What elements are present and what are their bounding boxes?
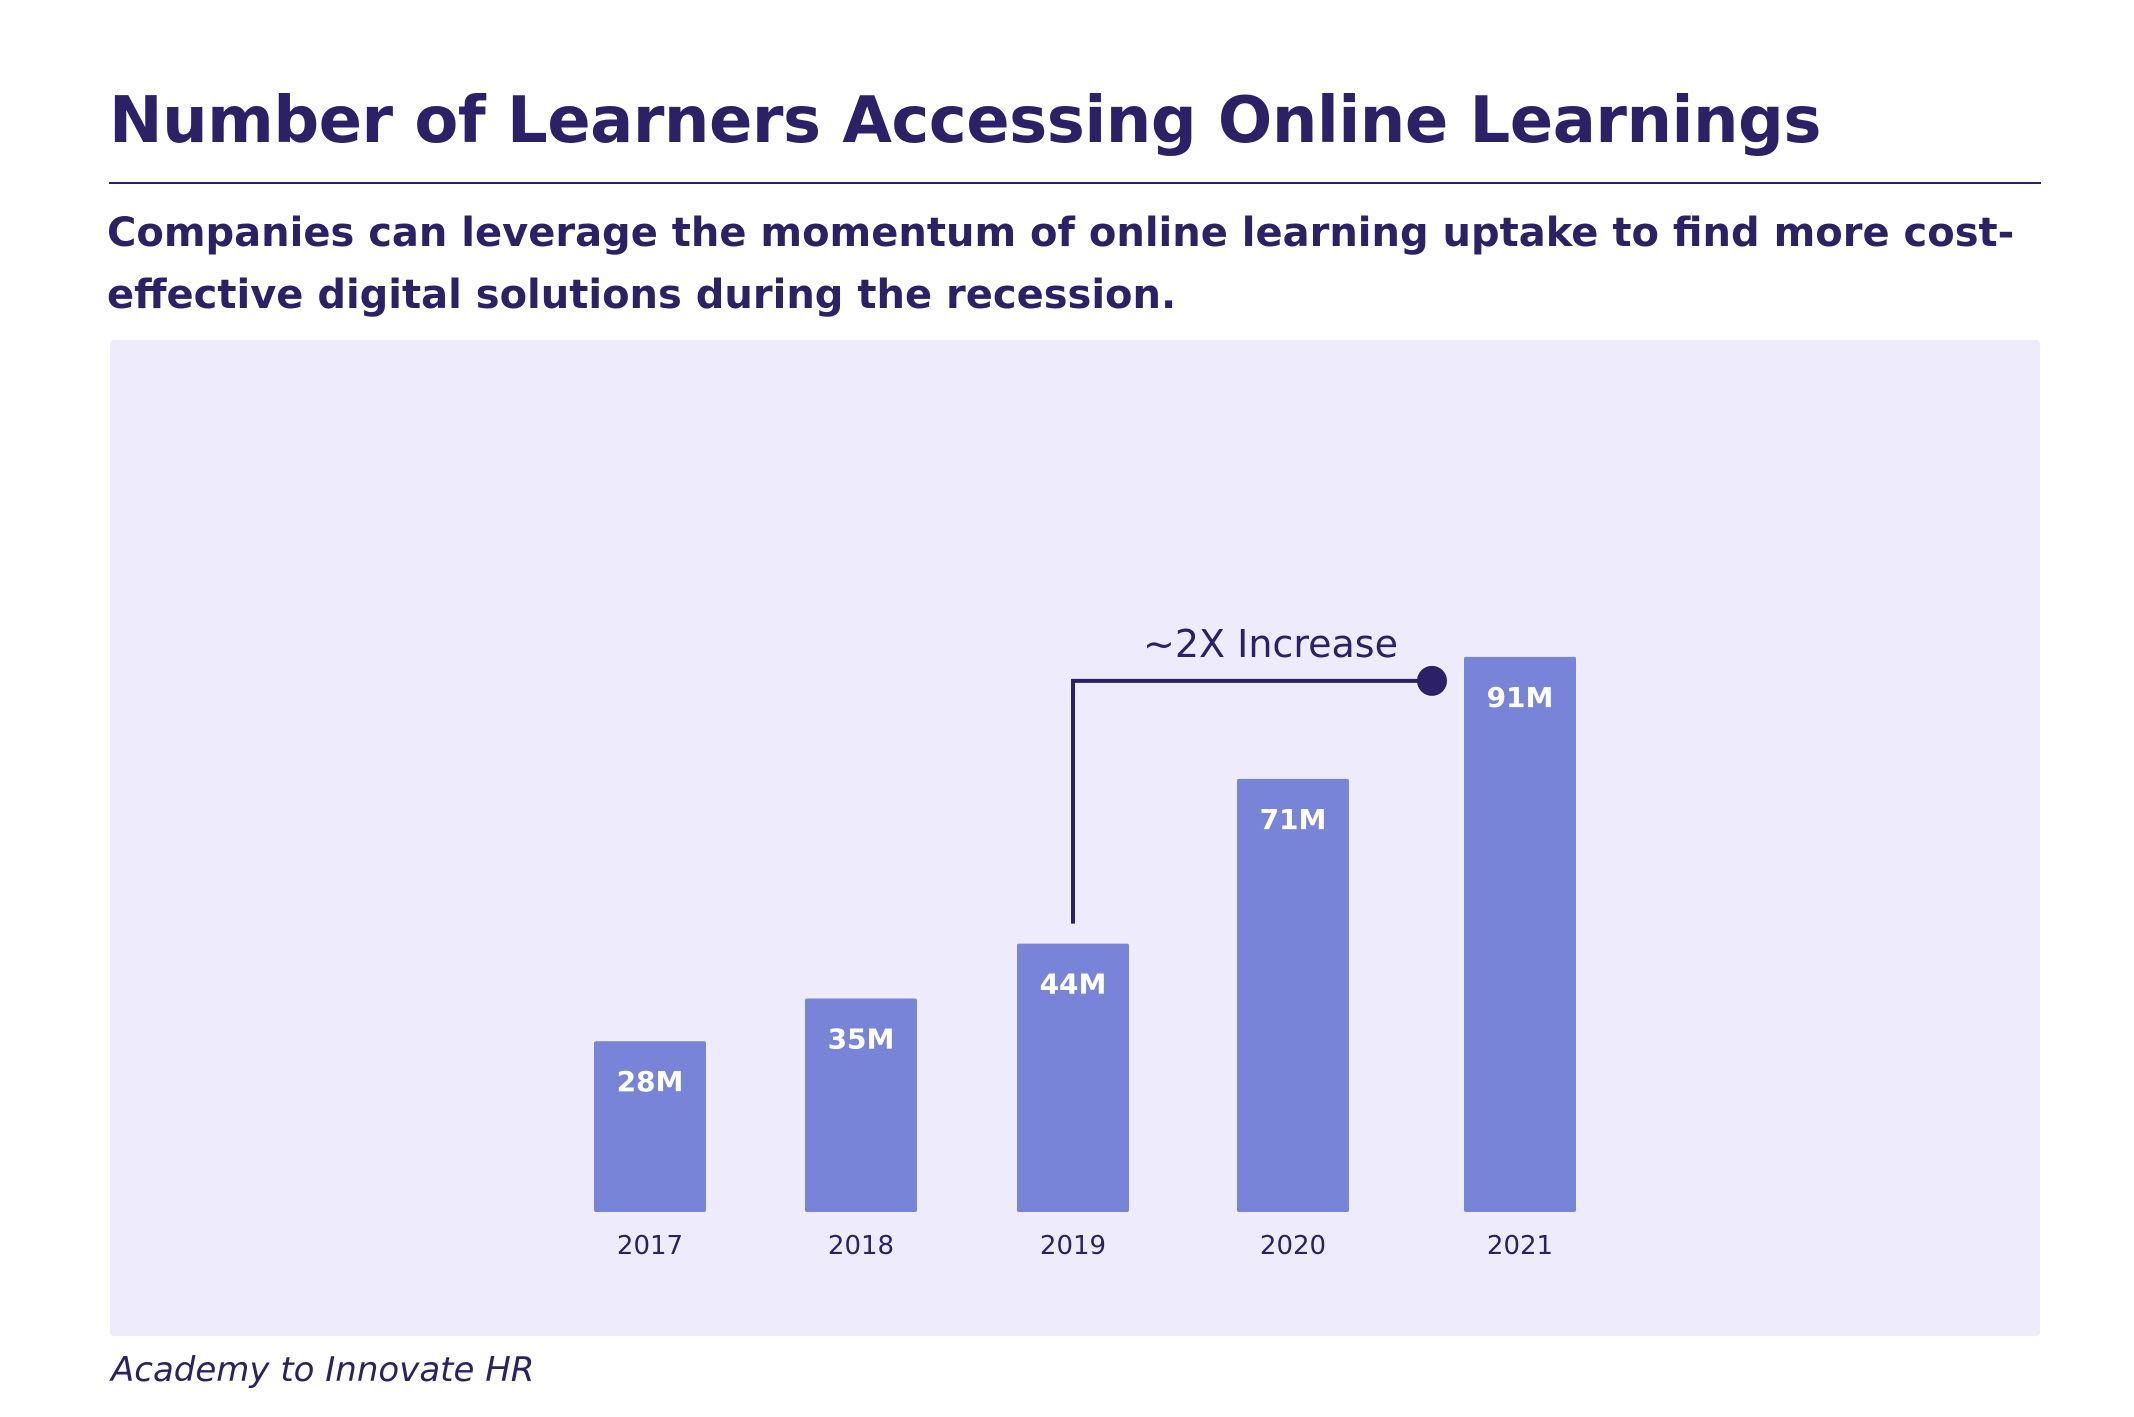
bar-2021 <box>1464 656 1576 1212</box>
x-tick-label-2021: 2021 <box>1487 1231 1553 1261</box>
connector-end-dot <box>1417 665 1447 696</box>
bar-chart: 28M 2017 35M 2018 44M 2019 71M 2020 91M 2021 ~2X … <box>594 622 1576 1261</box>
bar-2018 <box>805 998 917 1212</box>
increase-annotation-label: ~2X Increase <box>1143 622 1398 666</box>
chart-title: Number of Learners Accessing Online Lear… <box>109 84 1821 158</box>
title-divider <box>109 182 2041 184</box>
bar-2017 <box>594 1041 706 1212</box>
chart-panel: 28M 2017 35M 2018 44M 2019 71M 2020 91M 2021 ~2X … <box>110 340 2040 1336</box>
bar-value-label-2021: 91M <box>1487 681 1554 714</box>
x-tick-label-2017: 2017 <box>617 1231 683 1261</box>
bar-value-label-2019: 44M <box>1040 968 1107 1001</box>
bar-value-label-2020: 71M <box>1260 803 1327 836</box>
bar-value-label-2018: 35M <box>828 1023 895 1056</box>
bar-2020 <box>1237 778 1349 1212</box>
bar-value-label-2017: 28M <box>617 1065 684 1098</box>
source-note: Academy to Innovate HR <box>111 1350 535 1390</box>
bar-2019 <box>1017 943 1129 1212</box>
x-tick-label-2020: 2020 <box>1260 1231 1326 1261</box>
bars-group: 28M 2017 35M 2018 44M 2019 71M 2020 91M 2021 <box>594 656 1576 1261</box>
x-tick-label-2019: 2019 <box>1040 1231 1106 1261</box>
increase-connector-line <box>1071 678 1432 924</box>
x-tick-label-2018: 2018 <box>828 1231 894 1261</box>
chart-subtitle: Companies can leverage the momentum of o… <box>107 210 2015 318</box>
annotation-group: ~2X Increase <box>1071 622 1447 924</box>
